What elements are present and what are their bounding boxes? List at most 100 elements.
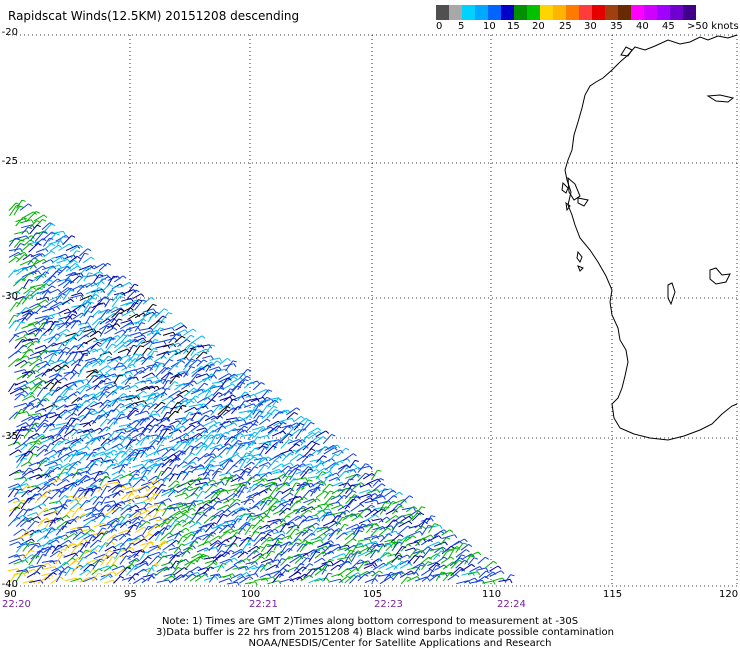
wind-barb-tick <box>19 434 24 437</box>
wind-barb-tick <box>192 341 197 345</box>
wind-barb-tick <box>171 575 176 580</box>
wind-barb <box>435 571 442 581</box>
wind-barb <box>328 578 341 583</box>
wind-barb-tick <box>286 507 291 511</box>
wind-barb-tick <box>166 406 171 409</box>
wind-barb <box>29 232 37 242</box>
wind-barb-tick <box>150 541 155 544</box>
wind-barb <box>8 358 19 368</box>
wind-barb <box>78 453 88 463</box>
wind-barb <box>91 271 101 277</box>
wind-barb-tick <box>179 394 184 399</box>
wind-barb-tick <box>470 555 475 558</box>
wind-barb <box>27 520 36 530</box>
wind-barb-tick <box>117 436 122 440</box>
wind-barb <box>421 561 429 570</box>
note-line-3: NOAA/NESDIS/Center for Satellite Applica… <box>248 638 552 649</box>
wind-barb <box>229 498 238 506</box>
wind-barb <box>420 568 431 576</box>
wind-barb-tick <box>80 272 84 277</box>
wind-barb-tick <box>60 240 64 245</box>
wind-barb-tick <box>218 467 224 471</box>
wind-barb <box>78 253 85 263</box>
wind-barb <box>134 400 145 404</box>
wind-barb <box>104 327 115 335</box>
wind-barb <box>246 550 256 558</box>
wind-barb-tick <box>232 398 237 402</box>
wind-barb-tick <box>83 513 88 517</box>
wind-barb <box>337 465 347 474</box>
wind-barb <box>72 351 79 361</box>
wind-barb <box>22 564 33 572</box>
wind-barb <box>296 543 304 553</box>
wind-barb-tick <box>29 272 34 275</box>
wind-barb-tick <box>254 466 259 469</box>
wind-barb-tick <box>93 551 98 555</box>
wind-barb-tick <box>274 483 279 487</box>
wind-barb-tick <box>288 433 293 437</box>
wind-barb-tick <box>129 550 133 554</box>
wind-barb-tick <box>184 329 189 334</box>
wind-barb <box>251 519 261 530</box>
wind-barb <box>175 325 185 331</box>
wind-barb-tick <box>320 462 325 467</box>
wind-barb-tick <box>261 531 266 535</box>
wind-barb <box>106 358 116 365</box>
wind-barb <box>37 299 46 306</box>
wind-barb-tick <box>237 406 242 409</box>
wind-barb <box>82 328 95 333</box>
wind-barb <box>288 422 298 428</box>
wind-barb <box>105 317 114 324</box>
wind-barb-tick <box>120 490 125 493</box>
wind-barb <box>121 289 134 295</box>
wind-barb-tick <box>419 555 424 558</box>
legend-color-bar <box>436 5 696 20</box>
wind-barb-tick <box>204 434 209 438</box>
wind-barb <box>118 532 127 541</box>
wind-barb <box>14 359 25 367</box>
wind-barb <box>414 526 423 533</box>
wind-barb-tick <box>170 396 175 400</box>
wind-barb <box>210 369 217 379</box>
wind-barb <box>261 412 270 420</box>
wind-barb <box>399 570 412 578</box>
wind-barb <box>147 347 155 356</box>
legend-label: 5 <box>458 21 465 32</box>
wind-barb-tick <box>154 418 159 421</box>
wind-barb <box>15 426 23 438</box>
wind-barb <box>82 420 93 428</box>
wind-barb <box>252 553 261 560</box>
wind-barb-tick <box>219 357 223 362</box>
wind-barb <box>160 518 168 528</box>
wind-barb <box>76 341 85 351</box>
wind-barb <box>107 398 117 409</box>
wind-barb <box>71 556 80 565</box>
wind-barb-tick <box>317 567 322 571</box>
wind-barb-tick <box>79 550 84 553</box>
wind-barb-tick <box>399 571 404 574</box>
wind-barb <box>281 424 292 429</box>
wind-barb <box>226 488 236 492</box>
wind-barb-tick <box>108 355 113 359</box>
wind-barb <box>224 475 233 486</box>
wind-barb-tick <box>305 436 311 439</box>
wind-barb-tick <box>107 365 112 369</box>
wind-barb-tick <box>35 211 41 214</box>
wind-barb-tick <box>76 479 81 482</box>
wind-barb <box>203 556 216 560</box>
wind-barb <box>161 459 171 468</box>
wind-barb <box>279 523 287 533</box>
wind-barb-tick <box>127 566 132 570</box>
wind-barb-tick <box>217 514 222 518</box>
wind-barb <box>427 535 439 542</box>
wind-barb <box>62 287 72 295</box>
wind-barb <box>203 506 212 515</box>
wind-barb <box>309 567 318 578</box>
wind-barb-tick <box>38 505 42 510</box>
wind-barb <box>98 404 108 414</box>
wind-barb <box>331 559 342 567</box>
wind-barb <box>8 469 20 477</box>
wind-barb <box>254 389 267 395</box>
wind-barb <box>119 537 130 548</box>
wind-barb-tick <box>260 382 265 385</box>
